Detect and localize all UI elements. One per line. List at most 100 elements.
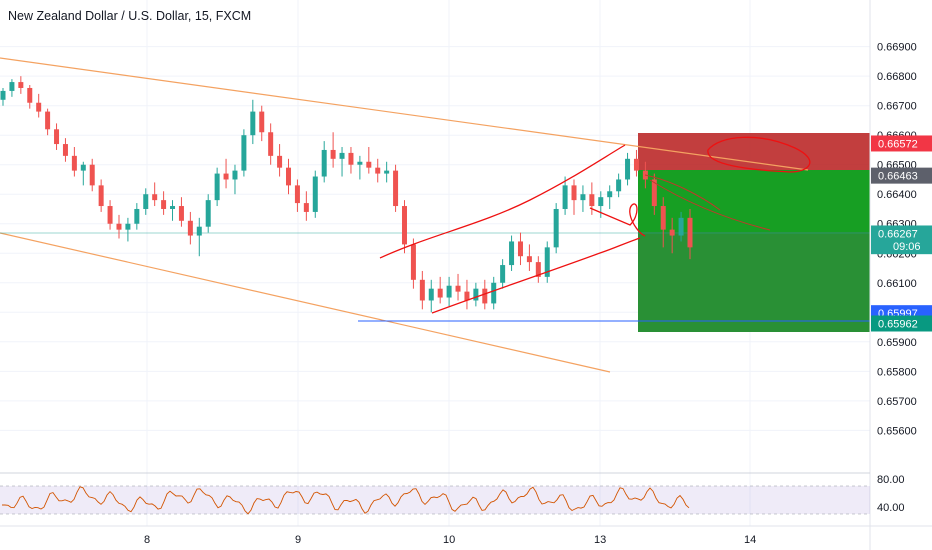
candle	[517, 232, 523, 266]
candle	[526, 244, 532, 271]
candle	[393, 164, 399, 212]
price-tag: 0.66463	[871, 167, 932, 184]
price-tick: 0.66400	[877, 189, 917, 201]
candle	[161, 191, 167, 215]
candlestick-series	[0, 76, 693, 313]
rsi-band	[0, 486, 870, 514]
rsi-line	[2, 486, 690, 515]
profit-zone-lower[interactable]	[638, 232, 870, 332]
candle	[428, 279, 434, 313]
candle	[62, 138, 68, 162]
candle	[214, 167, 220, 207]
candle	[401, 200, 407, 254]
candle	[152, 182, 158, 207]
time-axis[interactable]: 8 9 10 13 14	[144, 534, 756, 546]
price-tag: 0.66572	[871, 135, 932, 152]
candle	[98, 179, 104, 212]
candle	[339, 147, 345, 177]
rsi-tick-40: 40.00	[877, 502, 905, 514]
price-tag-label: 0.66463	[878, 171, 918, 183]
candle	[143, 188, 149, 215]
candle	[607, 185, 613, 209]
price-tag-label: 0.66572	[878, 138, 918, 150]
candle	[241, 129, 247, 177]
price-tick: 0.66900	[877, 42, 917, 54]
candle	[553, 203, 559, 254]
price-tag-label: 09:06	[893, 241, 921, 253]
candle	[410, 238, 416, 289]
price-tag-label: 0.65962	[878, 319, 918, 331]
candle	[616, 173, 622, 198]
candle	[205, 194, 211, 233]
candle	[259, 105, 265, 142]
time-tick: 13	[594, 534, 606, 546]
candle	[27, 85, 33, 109]
candle	[321, 141, 327, 183]
upper-trendline[interactable]	[0, 57, 809, 171]
price-tick: 0.66800	[877, 71, 917, 83]
candle	[678, 211, 684, 242]
day-gridlines	[146, 0, 751, 526]
candle	[651, 173, 657, 215]
candle	[580, 185, 586, 212]
price-tick: 0.65900	[877, 337, 917, 349]
chart-title: New Zealand Dollar / U.S. Dollar, 15, FX…	[8, 9, 251, 23]
candle	[366, 147, 372, 174]
candle	[116, 214, 122, 239]
candle	[437, 276, 443, 304]
candle	[125, 217, 131, 242]
candle	[500, 259, 506, 289]
time-tick: 8	[144, 534, 150, 546]
projection-line-b	[649, 179, 771, 231]
candle	[294, 179, 300, 212]
candle	[18, 76, 24, 94]
candle	[562, 176, 568, 215]
candle	[170, 200, 176, 221]
wedge-hook-mark	[589, 203, 646, 237]
candle	[455, 273, 461, 301]
candle	[277, 144, 283, 177]
candle	[0, 87, 6, 106]
candle	[286, 158, 292, 195]
rsi-tick-80: 80.00	[877, 474, 905, 486]
candle	[419, 270, 425, 310]
candle	[464, 279, 470, 310]
candle	[446, 276, 452, 307]
candle	[36, 93, 42, 118]
lower-trendline[interactable]	[0, 232, 611, 373]
price-tag: 0.66267	[871, 225, 932, 242]
candle	[660, 197, 666, 248]
candle	[223, 158, 229, 189]
candle	[45, 108, 51, 136]
price-tick: 0.66700	[877, 101, 917, 113]
candle	[268, 123, 274, 165]
candle	[544, 241, 550, 283]
time-tick: 10	[443, 534, 455, 546]
candle	[473, 282, 479, 307]
wedge-upper-line	[379, 144, 626, 259]
candle	[9, 79, 15, 97]
candle	[357, 155, 363, 180]
time-tick: 9	[295, 534, 301, 546]
candle	[348, 147, 354, 174]
time-tick: 14	[744, 534, 756, 546]
candle	[54, 123, 60, 150]
profit-zone-upper[interactable]	[638, 170, 870, 232]
price-tag: 0.65962	[871, 315, 932, 332]
candle	[312, 170, 318, 218]
wedge-lower-line	[431, 237, 641, 314]
candle	[633, 149, 639, 177]
price-tick: 0.65700	[877, 396, 917, 408]
candle	[669, 217, 675, 254]
candle	[535, 256, 541, 283]
candle	[303, 191, 309, 221]
rising-wedge-drawing[interactable]	[379, 136, 811, 314]
candle	[509, 235, 515, 271]
candle	[571, 179, 577, 215]
candle	[107, 200, 113, 230]
candle	[250, 99, 256, 145]
candle	[491, 276, 497, 310]
